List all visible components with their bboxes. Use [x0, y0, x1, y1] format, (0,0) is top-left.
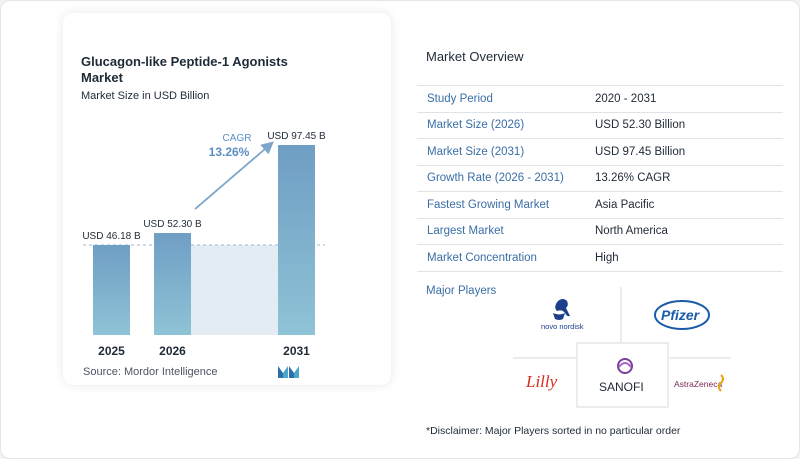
grid-center-box	[576, 342, 669, 408]
x-tick-label: 2031	[283, 344, 310, 358]
market-overview-table: Study Period 2020 - 2031 Market Size (20…	[417, 85, 783, 272]
overview-label: Market Size (2031)	[427, 145, 525, 158]
bar-2026	[154, 233, 191, 335]
cagr-label: CAGR	[223, 133, 252, 144]
mordor-intelligence-logo-icon	[278, 366, 299, 378]
lilly-logo-icon: Lilly	[525, 372, 558, 391]
novo-nordisk-name: novo nordisk	[541, 322, 584, 331]
disclaimer: *Disclaimer: Major Players sorted in no …	[426, 425, 681, 437]
source-note: Source: Mordor Intelligence	[83, 366, 218, 378]
overview-value: 13.26% CAGR	[595, 172, 671, 185]
chart-card: Glucagon-like Peptide-1 Agonists Market …	[63, 13, 391, 385]
astrazeneca-name: AstraZeneca	[674, 379, 722, 389]
cagr-value: 13.26%	[209, 145, 250, 159]
major-players-title: Major Players	[426, 285, 497, 297]
bar-chart: USD 46.18 B 2025 USD 52.30 B 2026 USD 97.45 …	[82, 131, 326, 358]
overview-value: Asia Pacific	[595, 198, 655, 211]
novo-nordisk-logo-icon: novo nordisk	[541, 299, 584, 331]
bar-2031	[278, 145, 315, 335]
astrazeneca-logo-icon: AstraZeneca	[674, 374, 724, 392]
overview-label: Study Period	[427, 92, 493, 105]
overview-value: High	[595, 251, 619, 264]
sanofi-logo-icon: SANOFI	[599, 358, 644, 394]
overview-label: Market Size (2026)	[427, 119, 525, 132]
overview-value: USD 52.30 Billion	[595, 119, 686, 132]
lilly-name: Lilly	[525, 372, 558, 391]
market-overview-title: Market Overview	[426, 49, 524, 64]
cagr-arrow	[194, 141, 274, 210]
bar-value-label: USD 97.45 B	[267, 131, 326, 142]
bar-2025	[93, 244, 130, 335]
overview-row: Market Size (2026) USD 52.30 Billion	[417, 113, 783, 139]
overview-value: USD 97.45 Billion	[595, 145, 686, 158]
x-tick-label: 2026	[159, 344, 186, 358]
overview-row: Growth Rate (2026 - 2031) 13.26% CAGR	[417, 166, 783, 192]
reference-band	[191, 244, 278, 335]
sanofi-name: SANOFI	[599, 380, 644, 394]
overview-row: Study Period 2020 - 2031	[417, 86, 783, 113]
overview-row: Market Concentration High	[417, 245, 783, 272]
overview-label: Largest Market	[427, 225, 504, 238]
pfizer-name: Pfizer	[661, 307, 701, 323]
chart-subtitle: Market Size in USD Billion	[81, 90, 210, 102]
overview-label: Growth Rate (2026 - 2031)	[427, 172, 564, 185]
bar-value-label: USD 52.30 B	[143, 219, 202, 230]
overview-row: Fastest Growing Market Asia Pacific	[417, 192, 783, 219]
x-tick-label: 2025	[98, 344, 125, 358]
overview-label: Fastest Growing Market	[427, 198, 550, 211]
overview-value: 2020 - 2031	[595, 92, 657, 105]
pfizer-logo-icon: Pfizer	[654, 300, 710, 330]
bar-value-label: USD 46.18 B	[82, 231, 141, 242]
overview-row: Market Size (2031) USD 97.45 Billion	[417, 139, 783, 166]
overview-label: Market Concentration	[427, 251, 537, 264]
chart-title: Glucagon-like Peptide-1 Agonists Market	[81, 54, 288, 85]
overview-row: Largest Market North America	[417, 219, 783, 245]
overview-value: North America	[595, 225, 668, 238]
